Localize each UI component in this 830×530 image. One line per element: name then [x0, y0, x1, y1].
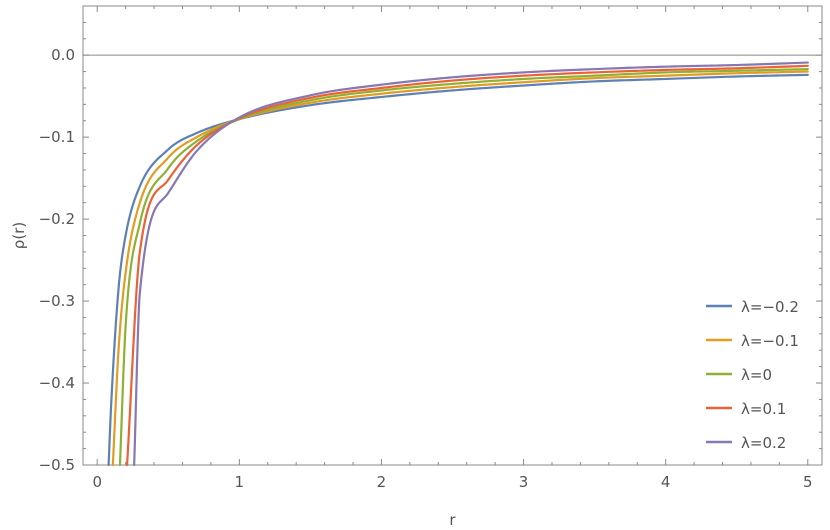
series-line-2 — [118, 68, 809, 467]
x-tick-label: 3 — [519, 473, 529, 491]
y-tick-label: −0.4 — [39, 374, 75, 392]
legend: λ=−0.2 λ=−0.1 λ=0 λ=0.1 λ=0.2 — [706, 298, 799, 452]
x-tick-label: 4 — [661, 473, 671, 491]
series-line-3 — [125, 64, 809, 467]
legend-label: λ=−0.1 — [741, 332, 799, 350]
x-tick-label: 1 — [235, 473, 245, 491]
y-axis-label: ρ(r) — [10, 222, 28, 249]
x-tick-label: 2 — [377, 473, 387, 491]
series-line-1 — [111, 70, 809, 467]
y-tick-label: −0.3 — [39, 292, 75, 310]
y-tick-label: 0.0 — [51, 46, 75, 64]
x-axis-label: r — [449, 511, 456, 529]
legend-label: λ=−0.2 — [741, 298, 799, 316]
y-tick-label: −0.2 — [39, 210, 75, 228]
x-tick-label: 0 — [92, 473, 102, 491]
series-lines — [107, 61, 809, 467]
legend-label: λ=0.1 — [741, 400, 786, 418]
legend-label: λ=0.2 — [741, 434, 786, 452]
legend-label: λ=0 — [741, 366, 772, 384]
y-tick-label: −0.1 — [39, 128, 75, 146]
series-line-4 — [133, 61, 809, 467]
axis-ticks: 0 1 2 3 4 5 0.0 −0.1 −0.2 −0.3 −0.4 −0.5 — [39, 6, 822, 491]
axis-labels: r ρ(r) — [10, 222, 456, 529]
y-tick-label: −0.5 — [39, 456, 75, 474]
x-tick-label: 5 — [803, 473, 813, 491]
